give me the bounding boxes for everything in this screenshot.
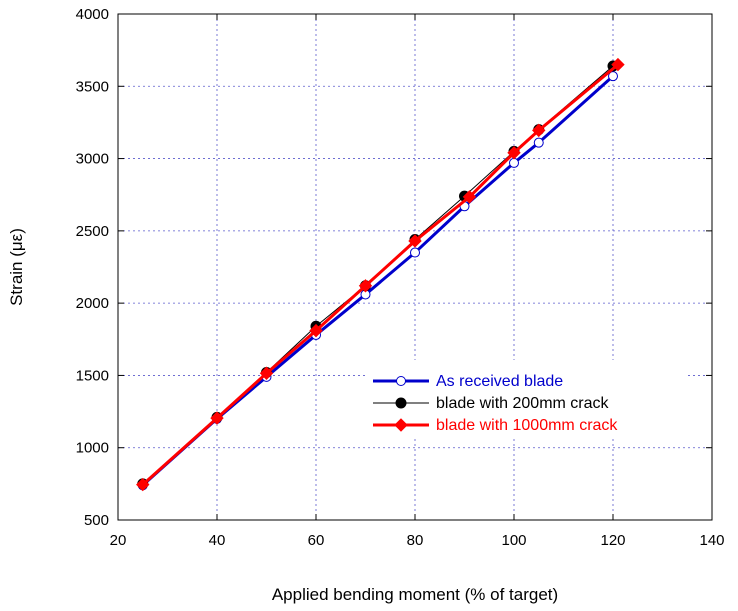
- series-line: [141, 75, 615, 487]
- series-line: [141, 63, 619, 486]
- series-layer: [136, 57, 625, 492]
- legend-background: [365, 360, 685, 436]
- x-tick-label: 20: [110, 532, 127, 549]
- data-point: [210, 411, 224, 425]
- series-3: [136, 57, 625, 492]
- data-point: [410, 247, 420, 258]
- legend-marker: [395, 397, 407, 409]
- y-tick-label: 2500: [76, 223, 109, 240]
- legend-label: blade with 1000mm crack: [436, 417, 618, 434]
- legend-item: blade with 200mm crack: [373, 395, 610, 412]
- grid: [118, 14, 712, 520]
- y-axis-title: Strain (με): [7, 228, 26, 306]
- x-tick-label: 80: [407, 532, 424, 549]
- data-point: [532, 123, 546, 138]
- legend-item: blade with 1000mm crack: [373, 417, 618, 434]
- data-point: [611, 57, 625, 72]
- y-tick-label: 3000: [76, 151, 109, 168]
- x-axis-title: Applied bending moment (% of target): [272, 585, 558, 604]
- x-tick-label: 120: [600, 532, 625, 549]
- data-point: [136, 477, 150, 492]
- legend-label: blade with 200mm crack: [436, 395, 610, 412]
- data-point: [509, 157, 519, 168]
- legend-item: As received blade: [373, 373, 563, 390]
- y-tick-label: 4000: [76, 6, 109, 23]
- data-point: [259, 366, 274, 380]
- x-tick-label: 100: [501, 532, 526, 549]
- legend-marker: [396, 376, 406, 386]
- y-tick-label: 3500: [76, 78, 109, 95]
- data-point: [608, 71, 618, 82]
- data-point: [309, 323, 323, 338]
- legend: As received blade blade with 200mm crack b…: [365, 360, 685, 436]
- x-tick-label: 60: [308, 532, 325, 549]
- data-point: [533, 137, 544, 148]
- data-point: [507, 146, 521, 160]
- y-tick-label: 1000: [76, 440, 109, 457]
- legend-label: As received blade: [436, 373, 563, 390]
- data-point: [408, 234, 422, 248]
- y-tick-label: 2000: [76, 295, 109, 312]
- data-point: [462, 190, 477, 204]
- y-tick-label: 500: [84, 512, 109, 529]
- y-tick-label: 1500: [76, 367, 109, 384]
- data-point: [358, 279, 373, 293]
- legend-marker: [394, 418, 408, 432]
- axes: 20 40 60 80 100 120 140 500 1000 1500 2000 2500 3000…: [76, 6, 725, 549]
- x-tick-label: 40: [209, 532, 226, 549]
- x-tick-label: 140: [699, 532, 724, 549]
